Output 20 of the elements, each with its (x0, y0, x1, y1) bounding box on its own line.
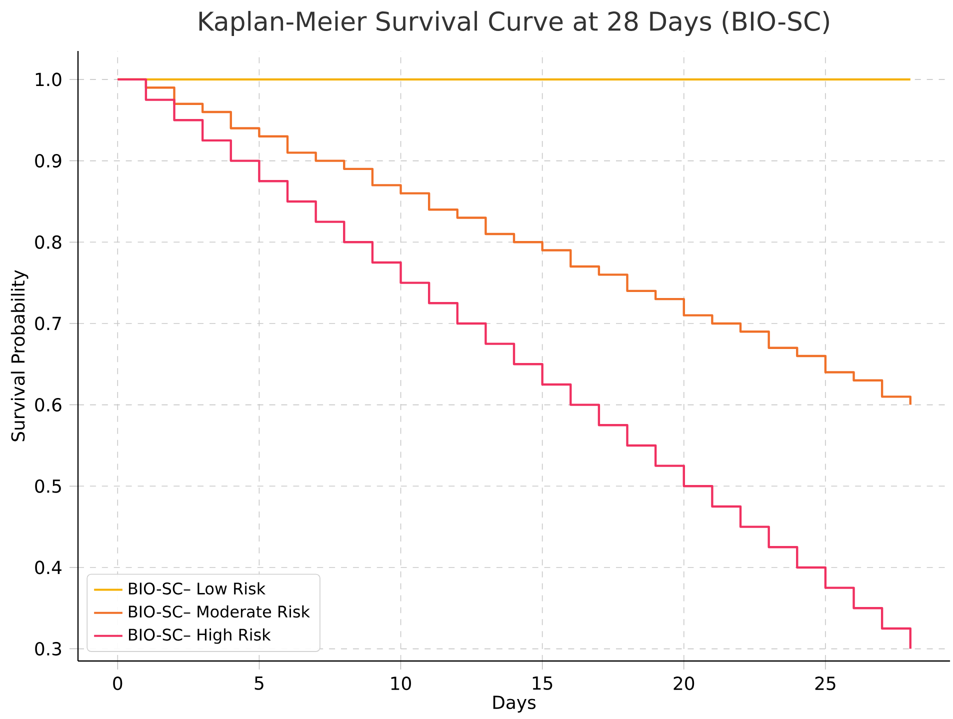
legend-label: BIO-SC– Moderate Risk (128, 605, 310, 618)
x-tick-label: 10 (391, 676, 411, 690)
y-axis-title: Survival Probability (10, 270, 28, 442)
x-tick-label: 0 (113, 676, 122, 690)
x-tick-label: 25 (815, 676, 836, 690)
y-tick-label: 0.8 (35, 235, 62, 249)
legend-label: BIO-SC– High Risk (128, 628, 271, 644)
legend-label: BIO-SC– Low Risk (128, 582, 266, 595)
y-tick-label: 0.3 (35, 642, 62, 656)
y-tick-label: 0.7 (35, 316, 61, 330)
y-tick-label: 0.4 (35, 560, 62, 574)
x-tick-label: 15 (532, 676, 552, 690)
y-tick-label: 0.5 (35, 479, 61, 493)
y-tick-label: 0.9 (35, 154, 62, 168)
y-tick-label: 0.6 (35, 398, 62, 412)
y-tick-label: 1.0 (36, 72, 62, 86)
x-axis-title: Days (493, 696, 536, 713)
chart-title: Kaplan-Meier Survival Curve at 28 Days (BIO-SC) (199, 10, 829, 36)
x-tick-label: 20 (674, 676, 694, 690)
x-tick-label: 5 (254, 676, 264, 690)
